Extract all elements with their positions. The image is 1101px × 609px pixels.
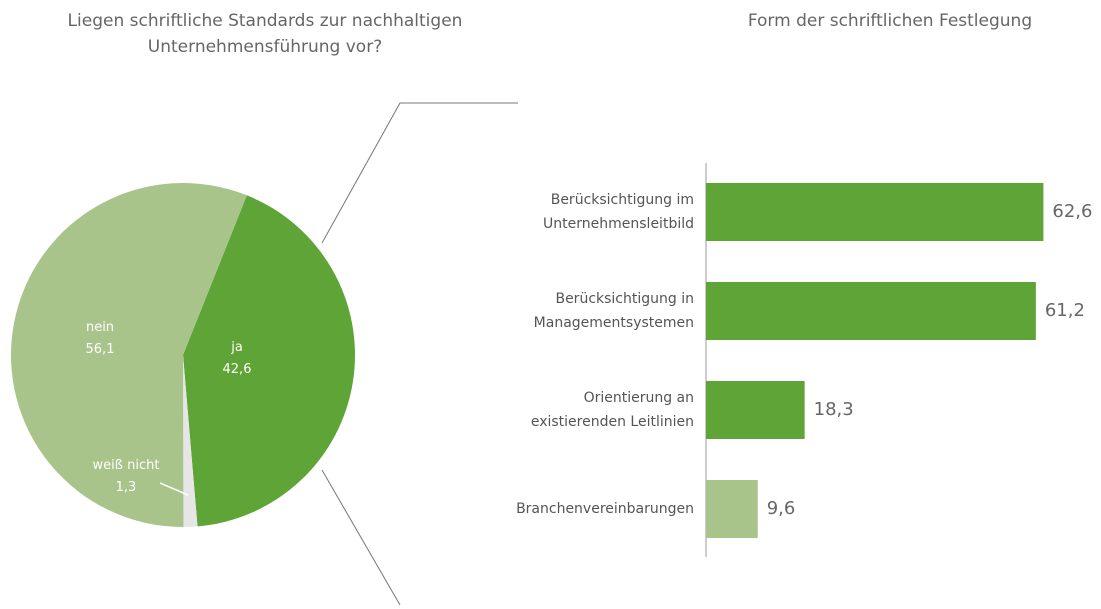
- category-label: Orientierung an existierenden Leitlinien: [530, 390, 694, 430]
- pie-slice: [183, 355, 198, 527]
- slice-label: weiß nicht: [92, 458, 160, 473]
- bar-title: Form der schriftlichen Festlegung: [747, 11, 1033, 31]
- category-label: Branchenvereinbarungen: [516, 501, 694, 517]
- slice-label: ja: [231, 340, 243, 355]
- pie-slice: [11, 182, 247, 527]
- bar-value: 18,3: [813, 399, 854, 420]
- bar-value: 9,6: [766, 498, 796, 519]
- bar-value: 62,6: [1052, 201, 1093, 222]
- bar: [706, 282, 1036, 340]
- bar: [706, 480, 758, 538]
- bar-value: 61,2: [1044, 300, 1085, 321]
- slice-value: 1,3: [115, 480, 137, 495]
- bar: [706, 381, 805, 439]
- leader-line: [159, 482, 189, 496]
- bar: [706, 183, 1044, 241]
- slice-label: nein: [85, 320, 115, 335]
- connector-line: [321, 102, 518, 244]
- pie-slice: [183, 195, 355, 527]
- slice-value: 56,1: [85, 342, 115, 357]
- connector-line: [321, 469, 401, 606]
- pie-title: Liegen schriftliche Standards zur nachha…: [67, 11, 463, 57]
- category-label: Berücksichtigung im Unternehmensleitbild: [543, 192, 694, 232]
- category-label: Berücksichtigung in Managementsystemen: [533, 291, 694, 331]
- slice-value: 42,6: [222, 362, 252, 377]
